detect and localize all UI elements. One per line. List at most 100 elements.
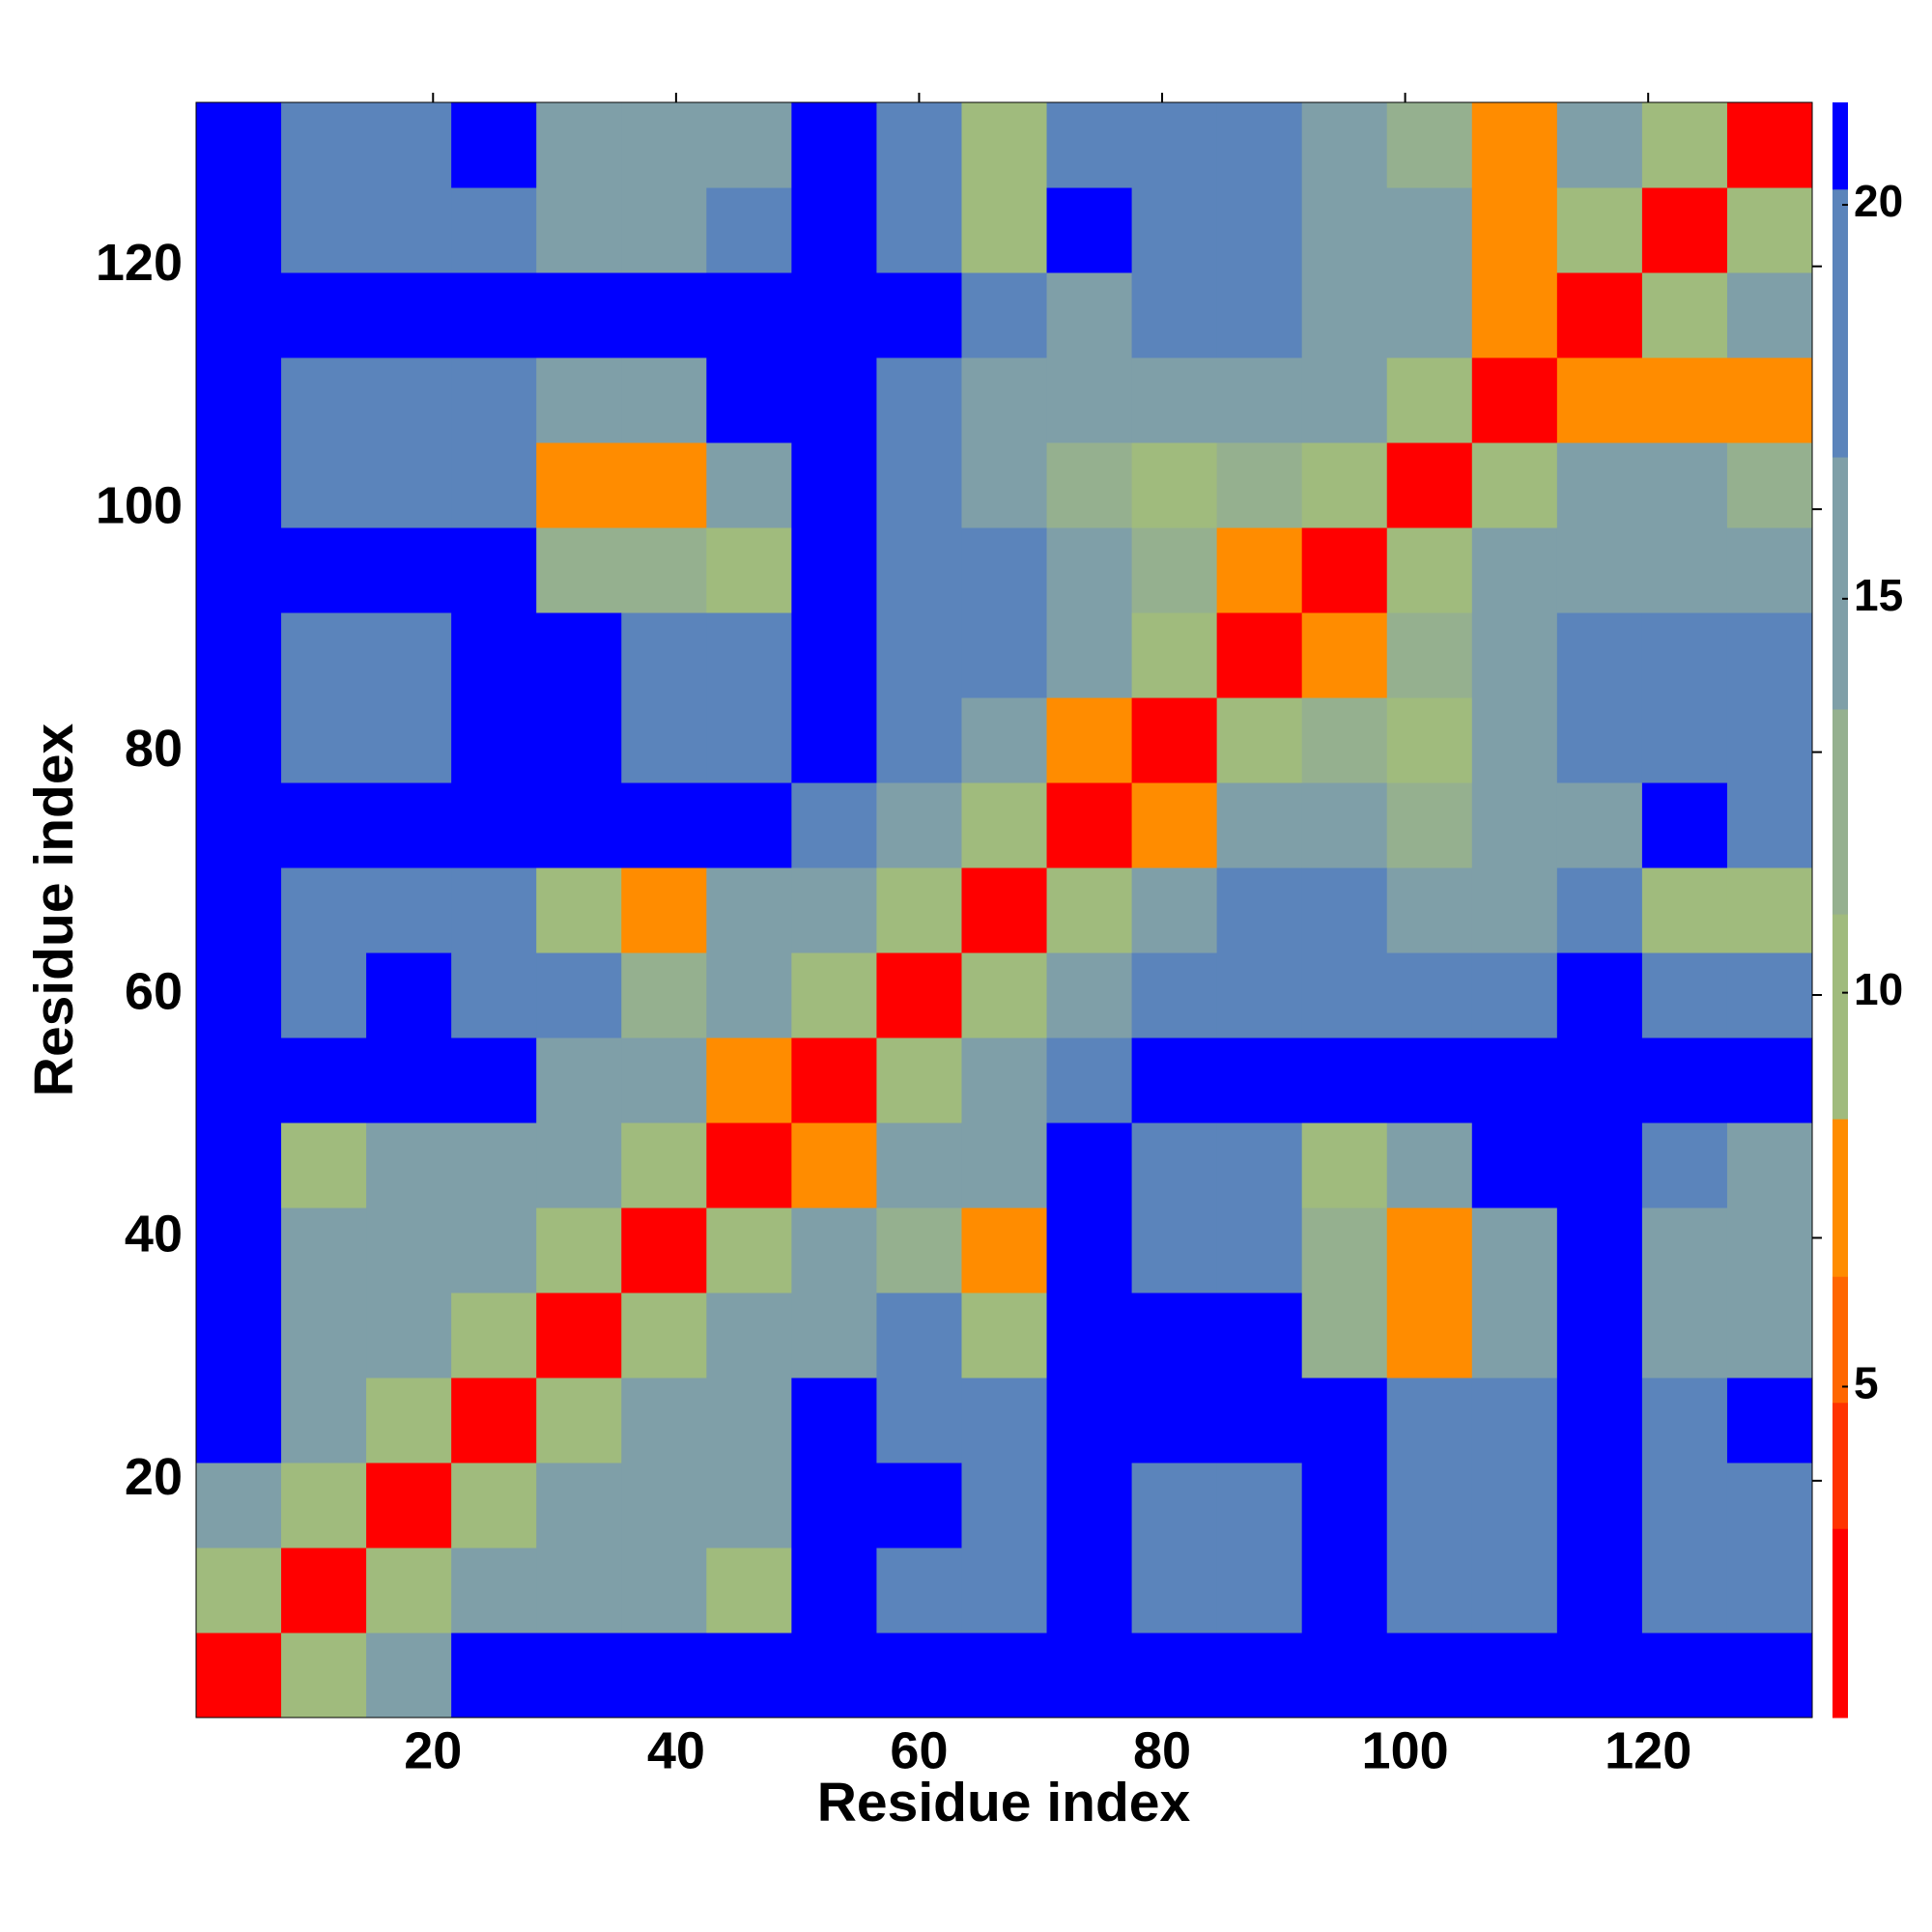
heatmap-cell [961,272,1048,358]
heatmap-cell [621,1122,707,1208]
heatmap-cell [1471,1208,1558,1293]
heatmap-cell [366,782,452,868]
heatmap-cell [791,187,877,273]
heatmap-cell [876,1463,962,1548]
heatmap-cell [451,697,537,783]
heatmap-cell [366,1463,452,1548]
heatmap-cell [366,187,452,273]
heatmap-cell [1726,1633,1813,1719]
heatmap-cell [961,1122,1048,1208]
heatmap-cell [1641,1633,1728,1719]
heatmap-cell [961,1293,1048,1378]
heatmap-cell [876,1037,962,1123]
heatmap-cell [196,1548,282,1634]
heatmap-cell [876,1633,962,1719]
heatmap-cell [1301,357,1388,443]
y-axis-label: Residue index [23,723,85,1096]
heatmap-cell [621,612,707,698]
heatmap-cell [1216,102,1303,188]
heatmap-cell [1726,1208,1813,1293]
heatmap-cell [706,102,792,188]
heatmap-cell [1641,272,1728,358]
heatmap-cell [1131,1633,1218,1719]
heatmap-cell [1641,952,1728,1038]
heatmap-cell [706,1463,792,1548]
heatmap-cell [876,272,962,358]
heatmap-cell [451,952,537,1038]
heatmap-cell [196,1633,282,1719]
x-axis-label: Residue index [817,1772,1191,1833]
heatmap-cell [196,442,282,528]
heatmap-cell [281,1633,367,1719]
heatmap-cell [1301,272,1388,358]
heatmap-cell [366,1122,452,1208]
heatmap-cell [451,272,537,358]
heatmap-cell [1471,272,1558,358]
heatmap-cell [1216,1548,1303,1634]
heatmap-cell [281,442,367,528]
heatmap-cell [876,1548,962,1634]
heatmap-cell [1471,357,1558,443]
heatmap-cell [1726,782,1813,868]
heatmap-cell [536,952,622,1038]
heatmap-cell [1556,1208,1643,1293]
heatmap-cell [366,102,452,188]
heatmap-cell [1046,1548,1133,1634]
heatmap-cell [1556,867,1643,953]
heatmap-cell [1301,867,1388,953]
colorbar-tick-label: 20 [1854,176,1903,226]
heatmap-cell [621,1548,707,1634]
heatmap-cell [1386,527,1473,613]
heatmap-cell [1471,1633,1558,1719]
heatmap-cell [1726,1378,1813,1463]
heatmap-cell [1641,782,1728,868]
heatmap-cell [1471,782,1558,868]
heatmap-cell [1216,1293,1303,1378]
heatmap-cell [536,1378,622,1463]
heatmap-cell [1386,1037,1473,1123]
heatmap-cell [791,1208,877,1293]
heatmap-cell [451,1122,537,1208]
y-tick-label: 20 [125,1448,183,1506]
heatmap-cell [1471,1378,1558,1463]
heatmap-cell [1386,102,1473,188]
heatmap-cell [196,697,282,783]
heatmap-cell [621,1208,707,1293]
heatmap-cell [1386,867,1473,953]
heatmap-cell [621,952,707,1038]
heatmap-cell [1046,1037,1133,1123]
heatmap-cell [706,272,792,358]
heatmap-cell [621,1037,707,1123]
heatmap-cell [1216,357,1303,443]
heatmap-cell [1726,102,1813,188]
colorbar-band [1833,188,1848,458]
heatmap-cell [791,1548,877,1634]
heatmap-cell [621,187,707,273]
heatmap-cell [1046,612,1133,698]
heatmap-cell [451,1463,537,1548]
heatmap-cell [1386,1548,1473,1634]
heatmap-cell [1471,1293,1558,1378]
heatmap-cell [1556,952,1643,1038]
heatmap-cell [1216,272,1303,358]
heatmap-cell [1301,1122,1388,1208]
heatmap-cell [536,1633,622,1719]
heatmap-cell [1131,1122,1218,1208]
heatmap-cell [706,1633,792,1719]
heatmap-cell [1386,357,1473,443]
heatmap-cell [536,1548,622,1634]
heatmap-cell [451,357,537,443]
heatmap-cell [1046,272,1133,358]
heatmap-cell [281,867,367,953]
heatmap-cell [961,102,1048,188]
heatmap-cell [621,357,707,443]
heatmap-cell [791,782,877,868]
heatmap-cell [1046,187,1133,273]
heatmap-cell [706,782,792,868]
heatmap-cell [1216,1633,1303,1719]
heatmap-cell [366,1378,452,1463]
heatmap-cell [876,1122,962,1208]
heatmap-cell [876,527,962,613]
heatmap-cell [706,187,792,273]
heatmap-cell [281,952,367,1038]
